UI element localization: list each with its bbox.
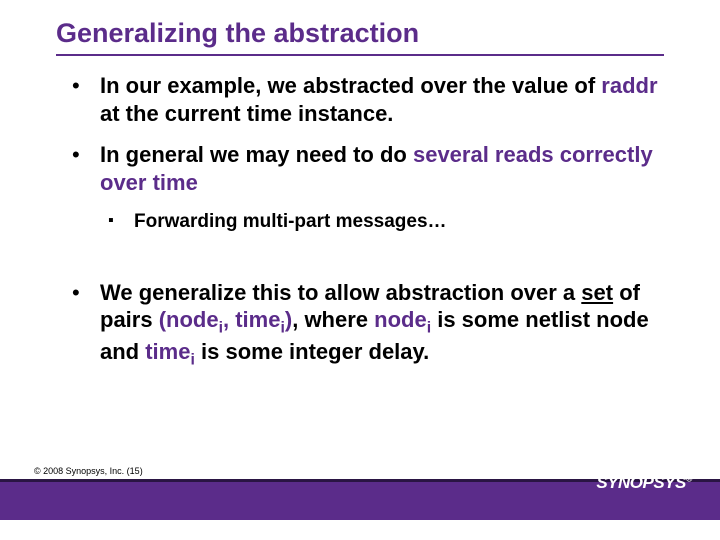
bullet-3-time: time [235,307,280,332]
content-area: • In our example, we abstracted over the… [72,72,664,385]
bullet-1-raddr: raddr [601,73,657,98]
bullet-dot-icon: • [72,279,100,371]
bullet-3-where: , where [292,307,374,332]
bullet-1-post: at the current time instance. [100,101,393,126]
title-underline [56,54,664,56]
sub-bullet-1: ▪ Forwarding multi-part messages… [108,210,664,235]
bullet-3-comma: , [223,307,235,332]
slide-title: Generalizing the abstraction [56,18,419,49]
copyright-text: © 2008 Synopsys, Inc. (15) [34,466,143,476]
bullet-1-text: In our example, we abstracted over the v… [100,72,664,127]
bullet-3-node: node [166,307,219,332]
synopsys-logo: SYNOPSYS® [596,473,692,493]
bullet-dot-icon: • [72,141,100,196]
bullet-3-pre: We generalize this to allow abstraction … [100,280,581,305]
bullet-1-pre: In our example, we abstracted over the v… [100,73,601,98]
bullet-2-pre: In general we may need to do [100,142,413,167]
bullet-3-time2: time [145,339,190,364]
square-bullet-icon: ▪ [108,210,134,235]
logo-reg-icon: ® [686,473,692,483]
bullet-1: • In our example, we abstracted over the… [72,72,664,127]
slide: Generalizing the abstraction • In our ex… [0,0,720,540]
spacer [72,249,664,279]
bullet-3-node2: node [374,307,427,332]
footer-bar: SYNOPSYS® [0,482,720,520]
bullet-2-text: In general we may need to do several rea… [100,141,664,196]
bullet-dot-icon: • [72,72,100,127]
sub-bullet-1-text: Forwarding multi-part messages… [134,210,447,235]
bullet-3-paren-open: ( [159,307,166,332]
bullet-3-set: set [581,280,613,305]
logo-text: SYNOPSYS [596,473,686,492]
bullet-3-text: We generalize this to allow abstraction … [100,279,664,371]
bullet-3-end: is some integer delay. [195,339,429,364]
bullet-3: • We generalize this to allow abstractio… [72,279,664,371]
bullet-2: • In general we may need to do several r… [72,141,664,196]
